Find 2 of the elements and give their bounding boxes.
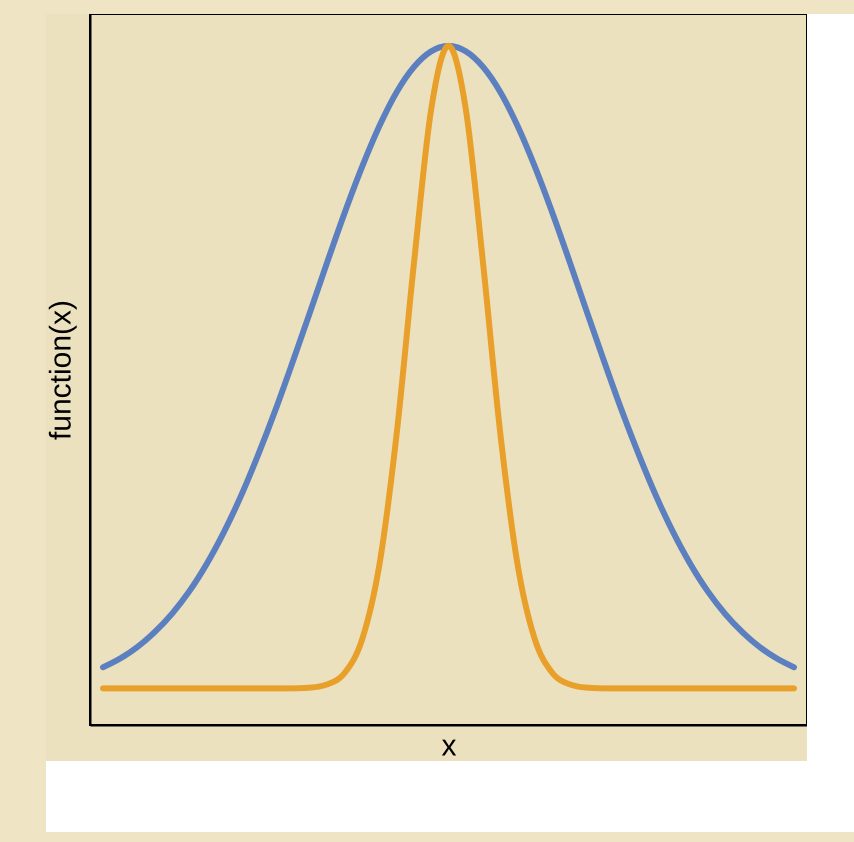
x-axis-title: x [442, 730, 456, 762]
y-axis-title: function(x) [44, 300, 78, 440]
